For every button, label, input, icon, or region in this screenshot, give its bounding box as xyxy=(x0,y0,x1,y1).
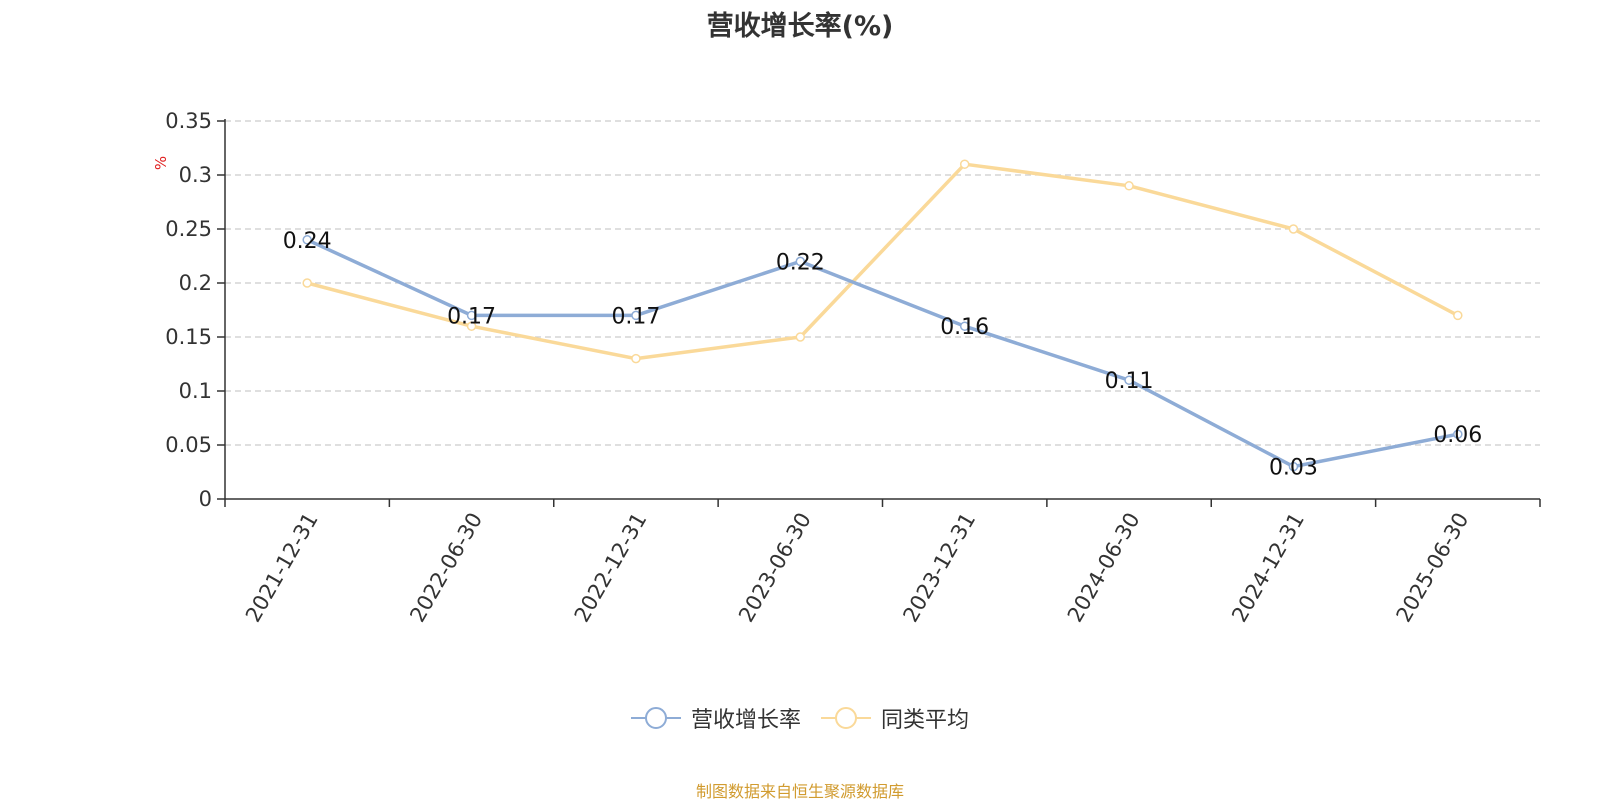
y-tick-label: 0.25 xyxy=(165,217,212,241)
x-tick-label: 2024-06-30 xyxy=(1063,509,1145,627)
legend-label: 营收增长率 xyxy=(690,708,801,733)
data-point xyxy=(795,256,806,267)
data-label: 0.16 xyxy=(940,315,989,340)
data-point xyxy=(1288,224,1299,234)
data-point xyxy=(1453,429,1463,439)
data-point xyxy=(959,159,970,169)
y-tick-label: 0.05 xyxy=(165,433,212,457)
legend: 营收增长率 同类平均 xyxy=(0,702,1600,734)
data-point xyxy=(1124,181,1134,191)
data-point xyxy=(1288,461,1299,472)
y-tick-label: 0.15 xyxy=(165,325,212,349)
x-tick-label: 2023-12-31 xyxy=(898,509,980,627)
x-tick-label: 2022-12-31 xyxy=(570,509,652,627)
series xyxy=(302,159,1463,472)
x-tick-label: 2025-06-30 xyxy=(1392,509,1474,627)
chart-title: 营收增长率(%) xyxy=(706,11,894,42)
axes: 0 0.05 0.1 0.15 0.2 0.25 0.3 0.35 2021-12-31 2022… xyxy=(165,109,1541,627)
data-point xyxy=(302,235,312,245)
y-axis-label: % xyxy=(152,156,170,170)
data-point xyxy=(302,278,312,288)
data-label: 0.22 xyxy=(776,250,825,275)
data-label: 0.11 xyxy=(1105,369,1154,394)
data-label: 0.17 xyxy=(611,304,660,329)
data-label: 0.06 xyxy=(1433,423,1482,448)
y-tick-label: 0.3 xyxy=(179,163,212,187)
y-tick-label: 0.2 xyxy=(179,271,212,295)
data-label: 0.03 xyxy=(1269,456,1318,481)
grid-lines xyxy=(225,120,1540,446)
data-labels: 0.24 0.17 0.17 0.22 0.16 0.11 0.03 0.06 xyxy=(283,229,1483,481)
y-tick-label: 0 xyxy=(199,487,212,511)
line-chart: 0 0.05 0.1 0.15 0.2 0.25 0.3 0.35 2021-12-31 2022… xyxy=(152,109,1541,627)
y-tick-label: 0.35 xyxy=(165,109,212,133)
data-point xyxy=(466,321,477,331)
series-line xyxy=(306,238,1459,469)
x-tick-label: 2023-06-30 xyxy=(734,509,816,627)
legend-line-circle-icon xyxy=(630,707,681,729)
data-label: 0.17 xyxy=(447,304,496,329)
data-point xyxy=(1453,310,1463,321)
data-point xyxy=(466,310,477,321)
data-point xyxy=(795,332,806,342)
x-tick-label: 2024-12-31 xyxy=(1227,509,1309,627)
y-tick-label: 0.1 xyxy=(179,379,212,403)
series-line xyxy=(306,162,1459,361)
data-point xyxy=(959,321,970,331)
legend-label: 同类平均 xyxy=(881,708,970,733)
source-note: 制图数据来自恒生聚源数据库 xyxy=(695,782,904,801)
legend-line-circle-icon xyxy=(821,707,871,729)
data-point xyxy=(631,310,641,321)
data-point xyxy=(1124,375,1134,385)
x-tick-label: 2021-12-31 xyxy=(241,509,323,627)
x-tick-label: 2022-06-30 xyxy=(405,509,487,627)
legend-item-peer-average[interactable]: 同类平均 xyxy=(821,702,969,734)
data-point xyxy=(631,353,641,364)
data-label: 0.24 xyxy=(283,229,332,254)
legend-item-revenue-growth[interactable]: 营收增长率 xyxy=(630,702,801,734)
